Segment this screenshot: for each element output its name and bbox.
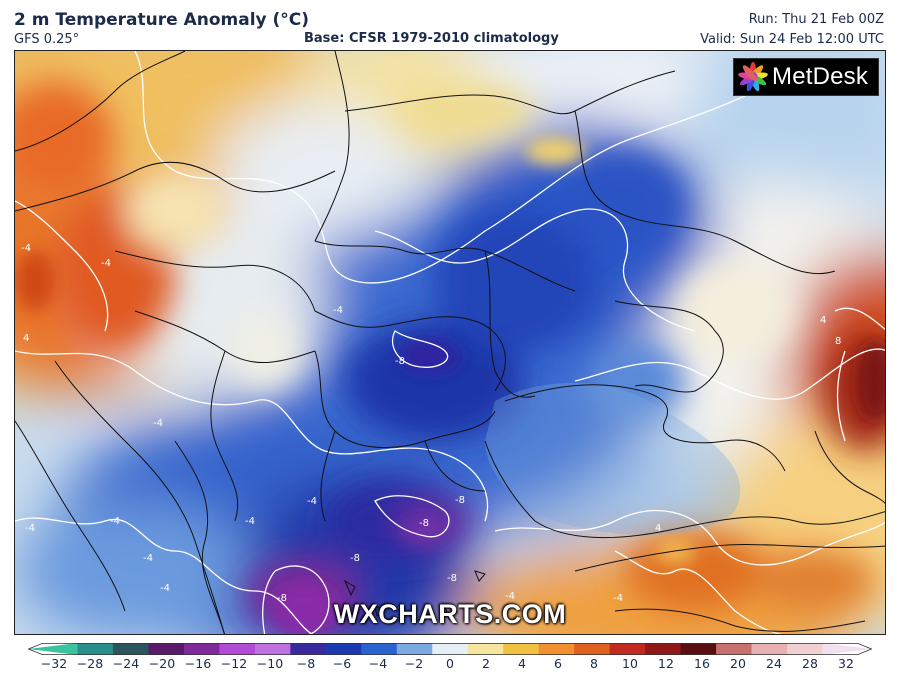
- chart-title: 2 m Temperature Anomaly (°C): [14, 10, 310, 30]
- colorbar-cell: [538, 643, 575, 655]
- run-time-label: Run: Thu 21 Feb 00Z: [748, 12, 884, 27]
- colorbar-tick-label: −10: [256, 656, 284, 671]
- model-label: GFS 0.25°: [14, 32, 80, 47]
- anomaly-map: -4 -4 -4 -4 -4 -4 -4 -4 -4 -4 -4 -4 -8 -…: [14, 50, 886, 635]
- colorbar-cell: [396, 643, 433, 655]
- colorbar-cell: [77, 643, 114, 655]
- contour-label: -4: [21, 243, 31, 254]
- colorbar-cell: [645, 643, 682, 655]
- contour-label: -4: [333, 305, 343, 316]
- contour-label: 4: [23, 333, 29, 344]
- colorbar-tick-label: 2: [482, 656, 490, 671]
- contour-label: -4: [245, 516, 255, 527]
- colorbar-tick-label: 32: [838, 656, 854, 671]
- contour-lines: [15, 51, 885, 634]
- contour-label: 4: [655, 523, 661, 534]
- contour-label: -8: [277, 593, 287, 604]
- colorbar: [28, 643, 872, 655]
- colorbar-tick-label: −8: [296, 656, 316, 671]
- colorbar-cell: [751, 643, 788, 655]
- metdesk-brand-text: MetDesk: [772, 63, 869, 90]
- colorbar-cell: [325, 643, 362, 655]
- colorbar-tick-label: 28: [802, 656, 818, 671]
- colorbar-tick-label: −16: [184, 656, 212, 671]
- contour-label: -4: [613, 593, 623, 604]
- colorbar-cell: [183, 643, 220, 655]
- colorbar-cell: [716, 643, 753, 655]
- colorbar-cell: [503, 643, 540, 655]
- colorbar-tick-label: −24: [112, 656, 140, 671]
- colorbar-tick-label: −12: [220, 656, 248, 671]
- contour-label: -4: [25, 523, 35, 534]
- base-climatology-label: Base: CFSR 1979-2010 climatology: [304, 31, 559, 46]
- colorbar-cell: [254, 643, 291, 655]
- colorbar-tick-label: −32: [40, 656, 68, 671]
- contour-label: -8: [419, 518, 429, 529]
- colorbar-cell: [467, 643, 504, 655]
- contour-label: -8: [350, 553, 360, 564]
- colorbar-tick-label: 16: [694, 656, 710, 671]
- contour-label: 4: [820, 315, 826, 326]
- colorbar-tick-label: 4: [518, 656, 526, 671]
- colorbar-outline: [28, 643, 872, 655]
- colorbar-tick-label: 8: [590, 656, 598, 671]
- valid-time-label: Valid: Sun 24 Feb 12:00 UTC: [700, 32, 884, 47]
- colorbar-cell: [219, 643, 256, 655]
- colorbar-tick-label: 24: [766, 656, 782, 671]
- contour-label: -4: [153, 418, 163, 429]
- contour-label: -8: [395, 356, 405, 367]
- colorbar-cell: [432, 643, 469, 655]
- contour-label: -4: [307, 496, 317, 507]
- wxcharts-watermark: WXCHARTS.COM: [333, 599, 567, 629]
- colorbar-cell: [787, 643, 824, 655]
- black-sea: [485, 382, 741, 535]
- colorbar-cell: [822, 643, 872, 655]
- contour-label: -4: [505, 591, 515, 602]
- contour-label: -4: [143, 553, 153, 564]
- colorbar-cell: [574, 643, 611, 655]
- colorbar-tick-label: 20: [730, 656, 746, 671]
- colorbar-cell: [28, 643, 78, 655]
- contour-label: -8: [455, 495, 465, 506]
- colorbar-cell: [290, 643, 327, 655]
- colorbar-tick-label: 12: [658, 656, 674, 671]
- colorbar-ticks: −32 −28 −24 −20 −16 −12 −10 −8 −6 −4 −2 0 2 4 6 8 10 12 16…: [28, 656, 872, 676]
- metdesk-logo: MetDesk: [733, 58, 879, 96]
- anomaly-map-canvas: -4 -4 -4 -4 -4 -4 -4 -4 -4 -4 -4 -4 -8 -…: [15, 51, 885, 634]
- contour-label: -4: [101, 258, 111, 269]
- contour-label: -8: [447, 573, 457, 584]
- contour-label: 8: [835, 336, 841, 347]
- borders: [15, 51, 885, 634]
- colorbar-tick-label: 10: [622, 656, 638, 671]
- flower-logo-icon: [738, 62, 768, 92]
- colorbar-cell: [112, 643, 149, 655]
- contour-label: -4: [110, 516, 120, 527]
- colorbar-cell: [680, 643, 717, 655]
- colorbar-tick-label: 6: [554, 656, 562, 671]
- colorbar-cell: [148, 643, 185, 655]
- colorbar-tick-label: −6: [332, 656, 352, 671]
- colorbar-tick-label: −4: [368, 656, 388, 671]
- contour-label: -4: [160, 583, 170, 594]
- colorbar-cell: [609, 643, 646, 655]
- colorbar-tick-label: 0: [446, 656, 454, 671]
- colorbar-cell: [361, 643, 398, 655]
- colorbar-tick-label: −28: [76, 656, 104, 671]
- anomaly-field-fine: [15, 137, 885, 634]
- colorbar-tick-label: −2: [404, 656, 424, 671]
- colorbar-tick-label: −20: [148, 656, 176, 671]
- contour-label-group: -4 -4 -4 -4 -4 -4 -4 -4 -4 -4 -4 -4 -8 -…: [21, 243, 841, 604]
